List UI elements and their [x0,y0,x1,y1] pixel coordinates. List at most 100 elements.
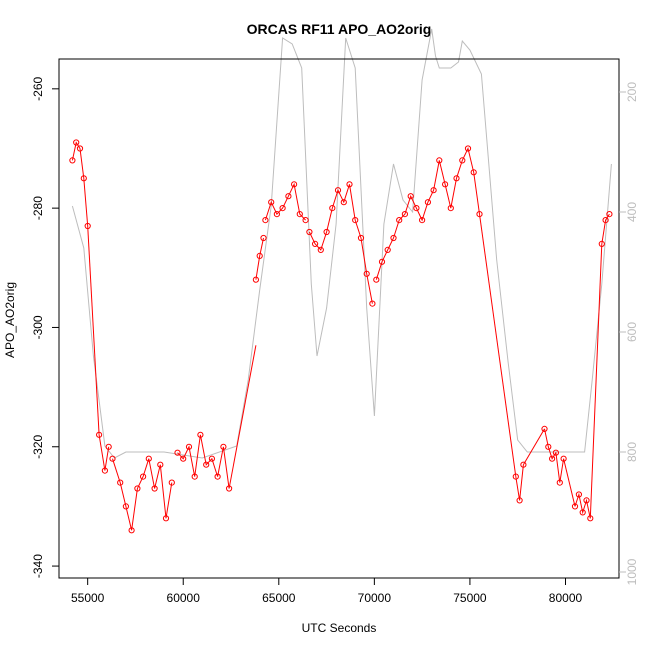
data-point [560,455,567,462]
data-point [208,455,215,462]
data-point [302,217,309,224]
x-tick-label: 55000 [71,591,105,605]
main-series-line [177,434,230,489]
x-axis: 55000 60000 65000 70000 75000 80000 [71,578,583,605]
main-series-bridge [479,214,517,477]
data-point [323,228,330,236]
data-point [545,443,552,450]
secondary-tick-label: 200 [625,82,639,102]
data-point [453,175,460,182]
data-point [162,515,170,522]
y-tick-label: -260 [31,76,45,100]
main-series-line [98,434,110,471]
data-point [552,449,560,456]
data-point [80,175,87,182]
data-point [464,145,472,152]
data-point [369,300,376,307]
main-series-bridge [563,458,576,507]
data-point [273,211,280,218]
data-point [541,425,548,432]
data-point [549,455,556,462]
data-point [185,443,193,450]
secondary-tick-label: 1000 [625,558,639,585]
data-point [424,199,431,206]
x-axis-label: UTC Seconds [302,621,377,635]
data-point [571,503,579,510]
main-series-bridges [87,214,603,519]
data-point [203,461,210,468]
data-point [252,276,259,283]
data-point [268,199,275,206]
data-point [168,479,175,486]
data-point [76,145,84,152]
data-point [262,217,269,224]
main-series-line [308,184,373,304]
secondary-y-axis: 200 400 600 800 1000 [619,82,639,585]
data-point [352,217,359,224]
x-tick-label: 65000 [262,591,296,605]
data-point [419,217,426,224]
main-series-bridge [228,345,257,489]
data-point [220,443,227,450]
data-point [69,157,76,164]
data-point [476,211,483,218]
data-point [180,455,187,462]
data-point [134,485,141,492]
data-point [260,234,267,242]
data-point [334,187,342,194]
data-point [407,193,414,200]
data-point [101,467,109,474]
data-point [191,473,198,480]
data-point [579,509,586,516]
data-point [157,461,164,468]
secondary-series-line [71,28,612,459]
y-tick-label: -280 [31,196,45,220]
y-axis: -340 -320 -300 -280 -260 [31,76,59,578]
main-series-bridge [589,243,603,519]
secondary-tick-label: 800 [625,442,639,462]
data-point [413,205,420,212]
data-point [96,431,103,438]
main-series-layer [69,139,613,534]
data-point [401,211,408,218]
data-point [256,252,263,259]
data-point [197,431,204,438]
data-point [442,181,449,188]
main-series-line [255,237,264,280]
data-point [296,211,303,218]
data-point [357,234,365,242]
data-point [151,485,158,492]
data-point [459,157,466,164]
data-point [128,527,135,534]
data-point [117,479,124,486]
data-point [312,240,319,247]
data-point [390,234,397,242]
data-point [583,497,590,504]
x-tick-label: 75000 [453,591,487,605]
data-point [396,217,403,224]
data-point [346,181,353,188]
data-point [512,473,519,480]
data-point [285,193,292,200]
data-point [174,449,181,456]
main-series-line [112,458,173,531]
main-series-line [71,141,89,227]
data-point [105,443,112,450]
data-point [317,246,324,253]
y-axis-label: APO_AO2orig [3,282,17,358]
x-tick-label: 80000 [549,591,583,605]
data-point [145,455,152,462]
data-point [587,515,594,522]
data-point [84,222,91,230]
data-point [73,139,80,146]
data-point [436,157,443,164]
plot-frame [58,58,620,579]
data-point [430,187,437,194]
main-series-line [375,147,480,280]
main-series-line [574,492,591,519]
y-tick-label: -300 [31,315,45,339]
data-point [556,479,563,486]
data-point [606,211,613,218]
main-series-bridge [87,225,100,435]
